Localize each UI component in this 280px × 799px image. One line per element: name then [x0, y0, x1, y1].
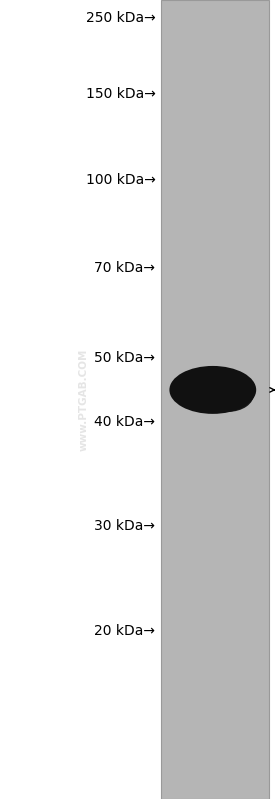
Ellipse shape [169, 366, 256, 414]
Text: 40 kDa→: 40 kDa→ [94, 415, 155, 429]
Text: 250 kDa→: 250 kDa→ [86, 10, 155, 25]
Bar [161, 0, 269, 799]
Ellipse shape [202, 376, 254, 412]
Text: 100 kDa→: 100 kDa→ [85, 173, 155, 187]
Text: 20 kDa→: 20 kDa→ [94, 624, 155, 638]
Text: 50 kDa→: 50 kDa→ [94, 351, 155, 365]
Text: 70 kDa→: 70 kDa→ [94, 260, 155, 275]
Text: 30 kDa→: 30 kDa→ [94, 519, 155, 533]
Text: 150 kDa→: 150 kDa→ [85, 87, 155, 101]
Text: www.PTGAB.COM: www.PTGAB.COM [79, 348, 89, 451]
